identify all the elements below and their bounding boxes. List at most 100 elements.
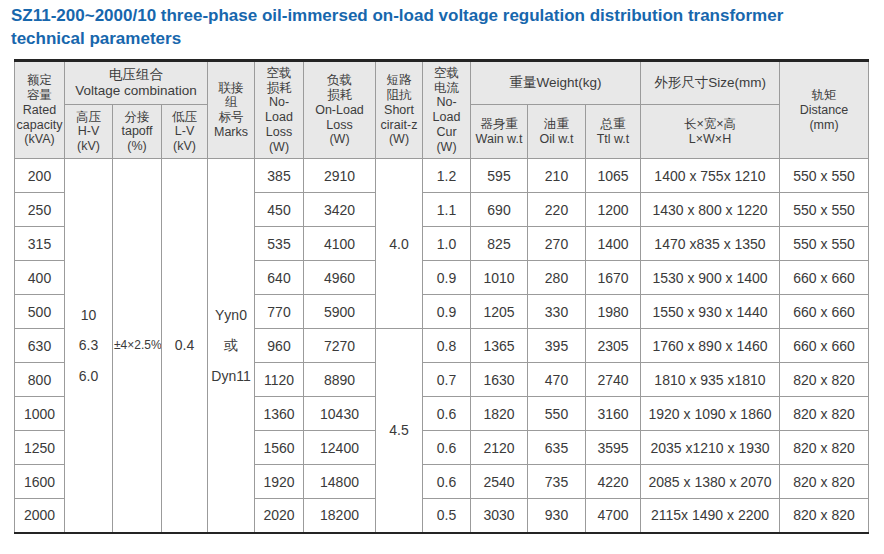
header-on-load-loss: 负载 损耗 On-Load Loss (W) [304, 61, 376, 159]
cell-body-weight: 1630 [471, 363, 528, 397]
cell-body-weight: 1205 [471, 295, 528, 329]
cell-capacity: 630 [15, 329, 65, 363]
cell-oil-weight: 735 [528, 465, 586, 499]
cell-tapoff-merged: ±4×2.5% [113, 159, 162, 533]
cell-capacity: 250 [15, 193, 65, 227]
cell-no-load-current: 0.6 [423, 465, 471, 499]
cell-no-load-loss: 1360 [255, 397, 304, 431]
cell-total-weight: 1065 [586, 159, 641, 193]
cell-capacity: 315 [15, 227, 65, 261]
cell-high-voltage-merged: 10 6.3 6.0 [65, 159, 113, 533]
technical-parameters-table: 额定 容量 Rated capacity (kVA) 电压组合 Voltage … [14, 59, 869, 534]
cell-total-weight: 3160 [586, 397, 641, 431]
cell-oil-weight: 270 [528, 227, 586, 261]
cell-oil-weight: 635 [528, 431, 586, 465]
cell-total-weight: 1200 [586, 193, 641, 227]
cell-distance: 550 x 550 [780, 227, 869, 261]
cell-capacity: 1250 [15, 431, 65, 465]
cell-capacity: 1600 [15, 465, 65, 499]
header-no-load-current: 空载 电流 No-Load Cur (W) [423, 61, 471, 159]
table-row: 200 10 6.3 6.0 ±4×2.5% 0.4 Yyn0 或 Dyn11 … [15, 159, 869, 193]
cell-total-weight: 4220 [586, 465, 641, 499]
cell-distance: 660 x 660 [780, 295, 869, 329]
cell-size: 1810 x 935 x1810 [641, 363, 780, 397]
cell-distance: 820 x 820 [780, 465, 869, 499]
cell-body-weight: 825 [471, 227, 528, 261]
cell-total-weight: 2740 [586, 363, 641, 397]
cell-no-load-current: 1.2 [423, 159, 471, 193]
cell-no-load-current: 0.6 [423, 397, 471, 431]
cell-distance: 660 x 660 [780, 329, 869, 363]
cell-oil-weight: 280 [528, 261, 586, 295]
cell-on-load-loss: 8890 [304, 363, 376, 397]
cell-total-weight: 3595 [586, 431, 641, 465]
cell-oil-weight: 330 [528, 295, 586, 329]
cell-on-load-loss: 12400 [304, 431, 376, 465]
cell-capacity: 200 [15, 159, 65, 193]
cell-size: 2085 x 1380 x 2070 [641, 465, 780, 499]
cell-no-load-loss: 1560 [255, 431, 304, 465]
table-header: 额定 容量 Rated capacity (kVA) 电压组合 Voltage … [15, 61, 869, 159]
cell-on-load-loss: 2910 [304, 159, 376, 193]
cell-on-load-loss: 5900 [304, 295, 376, 329]
header-voltage-combination-group: 电压组合 Voltage combination [65, 61, 208, 105]
cell-distance: 820 x 820 [780, 431, 869, 465]
cell-no-load-current: 1.0 [423, 227, 471, 261]
cell-body-weight: 2120 [471, 431, 528, 465]
cell-body-weight: 2540 [471, 465, 528, 499]
cell-body-weight: 1010 [471, 261, 528, 295]
cell-no-load-current: 0.7 [423, 363, 471, 397]
header-oil-weight: 油重 Oil w.t [528, 105, 586, 159]
cell-on-load-loss: 7270 [304, 329, 376, 363]
cell-on-load-loss: 4960 [304, 261, 376, 295]
cell-no-load-current: 0.5 [423, 499, 471, 533]
cell-oil-weight: 220 [528, 193, 586, 227]
cell-total-weight: 1980 [586, 295, 641, 329]
cell-short-circuit-merged: 4.0 [376, 159, 423, 329]
header-body-weight: 器身重 Wain w.t [471, 105, 528, 159]
cell-size: 1400 x 755x 1210 [641, 159, 780, 193]
page-title: SZ11-200~2000/10 three-phase oil-immerse… [0, 0, 874, 59]
cell-no-load-current: 0.8 [423, 329, 471, 363]
header-group-row: 额定 容量 Rated capacity (kVA) 电压组合 Voltage … [15, 61, 869, 105]
cell-no-load-loss: 1920 [255, 465, 304, 499]
cell-total-weight: 1670 [586, 261, 641, 295]
cell-oil-weight: 210 [528, 159, 586, 193]
cell-no-load-current: 0.9 [423, 261, 471, 295]
cell-distance: 660 x 660 [780, 261, 869, 295]
cell-size: 1550 x 930 x 1440 [641, 295, 780, 329]
cell-body-weight: 1365 [471, 329, 528, 363]
cell-total-weight: 4700 [586, 499, 641, 533]
header-marks: 联接 组 标号 Marks [208, 61, 255, 159]
cell-oil-weight: 550 [528, 397, 586, 431]
cell-body-weight: 595 [471, 159, 528, 193]
header-rated-capacity: 额定 容量 Rated capacity (kVA) [15, 61, 65, 159]
header-distance: 轨矩 Distance (mm) [780, 61, 869, 159]
cell-no-load-loss: 640 [255, 261, 304, 295]
header-size-lwh: 长×宽×高 L×W×H [641, 105, 780, 159]
cell-capacity: 1000 [15, 397, 65, 431]
cell-no-load-loss: 450 [255, 193, 304, 227]
cell-size: 1760 x 890 x 1460 [641, 329, 780, 363]
cell-size: 2115x 1490 x 2200 [641, 499, 780, 533]
cell-capacity: 800 [15, 363, 65, 397]
cell-capacity: 2000 [15, 499, 65, 533]
cell-size: 1920 x 1090 x 1860 [641, 397, 780, 431]
cell-total-weight: 2305 [586, 329, 641, 363]
cell-size: 1470 x835 x 1350 [641, 227, 780, 261]
cell-total-weight: 1400 [586, 227, 641, 261]
header-low-voltage: 低压 L-V (kV) [162, 105, 208, 159]
header-short-circuit: 短路 阻抗 Short cirait-z (W) [376, 61, 423, 159]
cell-on-load-loss: 14800 [304, 465, 376, 499]
cell-no-load-loss: 770 [255, 295, 304, 329]
cell-distance: 820 x 820 [780, 397, 869, 431]
cell-no-load-loss: 960 [255, 329, 304, 363]
header-high-voltage: 高压 H-V (kV) [65, 105, 113, 159]
cell-distance: 550 x 550 [780, 193, 869, 227]
header-tapoff: 分接 tapoff (%) [113, 105, 162, 159]
cell-short-circuit-merged: 4.5 [376, 329, 423, 533]
cell-on-load-loss: 4100 [304, 227, 376, 261]
cell-distance: 820 x 820 [780, 499, 869, 533]
cell-oil-weight: 930 [528, 499, 586, 533]
cell-no-load-current: 1.1 [423, 193, 471, 227]
